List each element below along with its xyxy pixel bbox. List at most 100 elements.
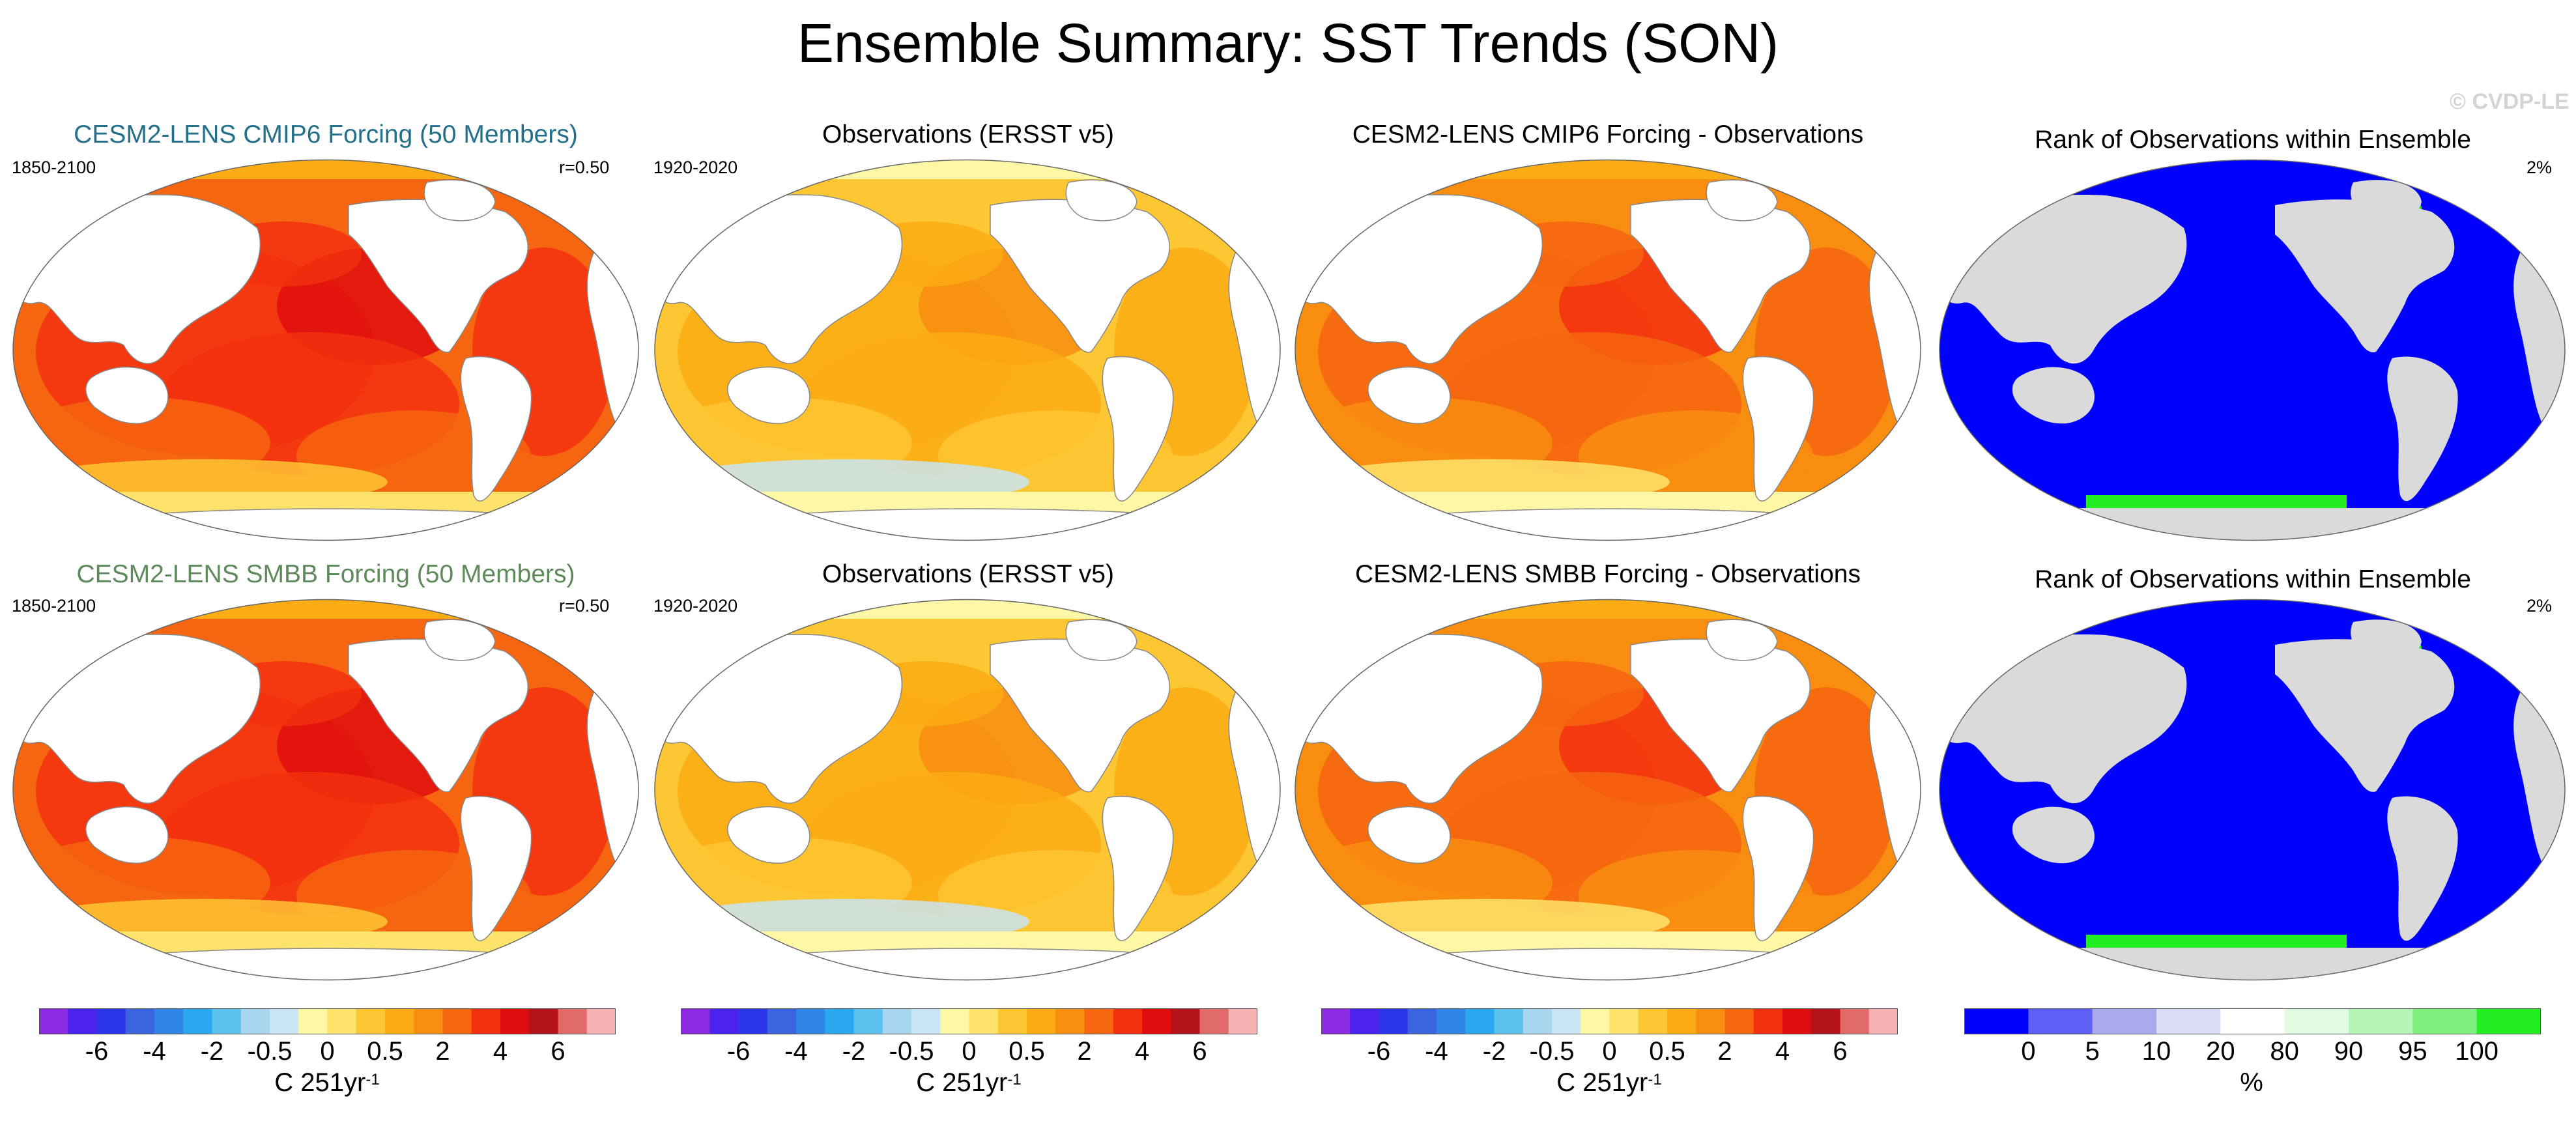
colorbar-tick-label: 0.5: [367, 1037, 403, 1066]
colorbar-tick-label: 0.5: [1009, 1037, 1045, 1066]
colorbar-tick-label: 4: [1775, 1037, 1790, 1066]
colorbar-swatch: [1868, 1008, 1898, 1034]
map-r1c2: [654, 159, 1281, 541]
colorbar-tick-label: 2: [1077, 1037, 1092, 1066]
colorbar-swatch: [709, 1008, 739, 1034]
colorbar-tick-label: -0.5: [1529, 1037, 1575, 1066]
colorbar-unit-3: C 251yr-1: [1556, 1068, 1662, 1097]
panel-title-r1c3: CESM2-LENS CMIP6 Forcing - Observations: [1352, 121, 1864, 149]
colorbar-swatch: [1228, 1008, 1257, 1034]
colorbar-swatch: [1667, 1008, 1696, 1034]
panel-title-r2c4: Rank of Observations within Ensemble: [2035, 565, 2471, 593]
colorbar-swatch: [1379, 1008, 1409, 1034]
colorbar-unit-2: C 251yr-1: [916, 1068, 1022, 1097]
colorbar-tick-label: 90: [2334, 1037, 2364, 1066]
colorbar-swatch: [125, 1008, 155, 1034]
colorbar-tick-label: 0: [962, 1037, 977, 1066]
colorbar-swatch: [39, 1008, 68, 1034]
colorbar-swatch: [1840, 1008, 1870, 1034]
colorbar-tick-label: 0.5: [1649, 1037, 1685, 1066]
colorbar-swatch: [1609, 1008, 1639, 1034]
map-r2c4: [1939, 599, 2566, 981]
colorbar-swatch: [212, 1008, 242, 1034]
colorbar-ticks-2: -6 -4 -2 -0.5 0 0.5 2 4 6: [681, 1037, 1257, 1068]
colorbar-tick-label: -0.5: [889, 1037, 934, 1066]
map-r1c4: [1939, 159, 2566, 541]
colorbar-swatch: [414, 1008, 443, 1034]
colorbar-swatch: [442, 1008, 472, 1034]
colorbar-swatch: [1552, 1008, 1581, 1034]
colorbar-trend-2: [681, 1008, 1257, 1034]
corr-label-r1c1: r=0.50: [559, 158, 610, 177]
colorbar-swatch: [1084, 1008, 1114, 1034]
colorbar-swatch: [1027, 1008, 1056, 1034]
colorbar-tick-label: -6: [1367, 1037, 1391, 1066]
colorbar-swatch: [2476, 1008, 2541, 1034]
colorbar-tick-label: 80: [2270, 1037, 2299, 1066]
colorbar-swatch: [997, 1008, 1027, 1034]
colorbar-swatch: [2284, 1008, 2349, 1034]
panel-title-r1c2: Observations (ERSST v5): [822, 121, 1114, 149]
colorbar-tick-label: 100: [2455, 1037, 2499, 1066]
colorbar-swatch: [68, 1008, 97, 1034]
colorbar-swatch: [796, 1008, 825, 1034]
colorbar-tick-label: -0.5: [247, 1037, 293, 1066]
colorbar-swatch: [853, 1008, 883, 1034]
main-title: Ensemble Summary: SST Trends (SON): [797, 12, 1779, 74]
colorbar-swatch: [825, 1008, 854, 1034]
corr-label-r2c1: r=0.50: [559, 596, 610, 616]
colorbar-tick-label: 2: [435, 1037, 450, 1066]
colorbar-swatch: [1350, 1008, 1379, 1034]
colorbar-swatch: [940, 1008, 969, 1034]
colorbar-tick-label: 0: [1602, 1037, 1617, 1066]
watermark: © CVDP-LE: [2450, 89, 2569, 114]
colorbar-tick-label: -6: [726, 1037, 751, 1066]
map-r1c1: [12, 159, 639, 541]
colorbar-swatch: [1964, 1008, 2029, 1034]
colorbar-swatch: [327, 1008, 357, 1034]
colorbar-swatch: [2156, 1008, 2221, 1034]
colorbar-tick-label: -6: [85, 1037, 109, 1066]
colorbar-swatch: [1321, 1008, 1351, 1034]
colorbar-swatch: [1055, 1008, 1085, 1034]
colorbar-swatch: [586, 1008, 616, 1034]
colorbar-tick-label: 6: [551, 1037, 565, 1066]
colorbar-tick-label: -2: [1482, 1037, 1506, 1066]
colorbar-tick-label: -2: [200, 1037, 224, 1066]
colorbar-swatch: [2028, 1008, 2093, 1034]
panel-title-r1c4: Rank of Observations within Ensemble: [2035, 126, 2471, 154]
colorbar-swatch: [2412, 1008, 2478, 1034]
colorbar-tick-label: 5: [2085, 1037, 2100, 1066]
colorbar-tick-label: 4: [493, 1037, 508, 1066]
colorbar-swatch: [1465, 1008, 1495, 1034]
colorbar-unit-4: %: [2240, 1068, 2263, 1097]
colorbar-swatch: [471, 1008, 501, 1034]
colorbar-swatch: [1171, 1008, 1200, 1034]
colorbar-swatch: [882, 1008, 912, 1034]
colorbar-trend-1: [39, 1008, 616, 1034]
colorbar-swatch: [1724, 1008, 1754, 1034]
map-r2c1: [12, 599, 639, 981]
colorbar-swatch: [969, 1008, 999, 1034]
colorbar-swatch: [558, 1008, 588, 1034]
colorbar-tick-label: 10: [2141, 1037, 2171, 1066]
colorbar-swatch: [2349, 1008, 2413, 1034]
map-r2c3: [1295, 599, 1921, 981]
colorbar-swatch: [385, 1008, 414, 1034]
colorbar-swatch: [356, 1008, 386, 1034]
colorbar-swatch: [270, 1008, 299, 1034]
colorbar-swatch: [500, 1008, 530, 1034]
colorbar-swatch: [1437, 1008, 1466, 1034]
period-label-r2c2: 1920-2020: [653, 596, 738, 616]
colorbar-tick-label: 2: [1717, 1037, 1732, 1066]
colorbar-trend-3: [1321, 1008, 1898, 1034]
colorbar-tick-label: 0: [320, 1037, 335, 1066]
colorbar-swatch: [529, 1008, 558, 1034]
panel-title-r1c1: CESM2-LENS CMIP6 Forcing (50 Members): [74, 121, 578, 149]
colorbar-swatch: [1782, 1008, 1812, 1034]
colorbar-swatch: [1494, 1008, 1524, 1034]
map-r1c3: [1295, 159, 1921, 541]
colorbar-tick-label: -4: [1425, 1037, 1448, 1066]
colorbar-tick-label: -4: [784, 1037, 808, 1066]
colorbar-swatch: [240, 1008, 270, 1034]
